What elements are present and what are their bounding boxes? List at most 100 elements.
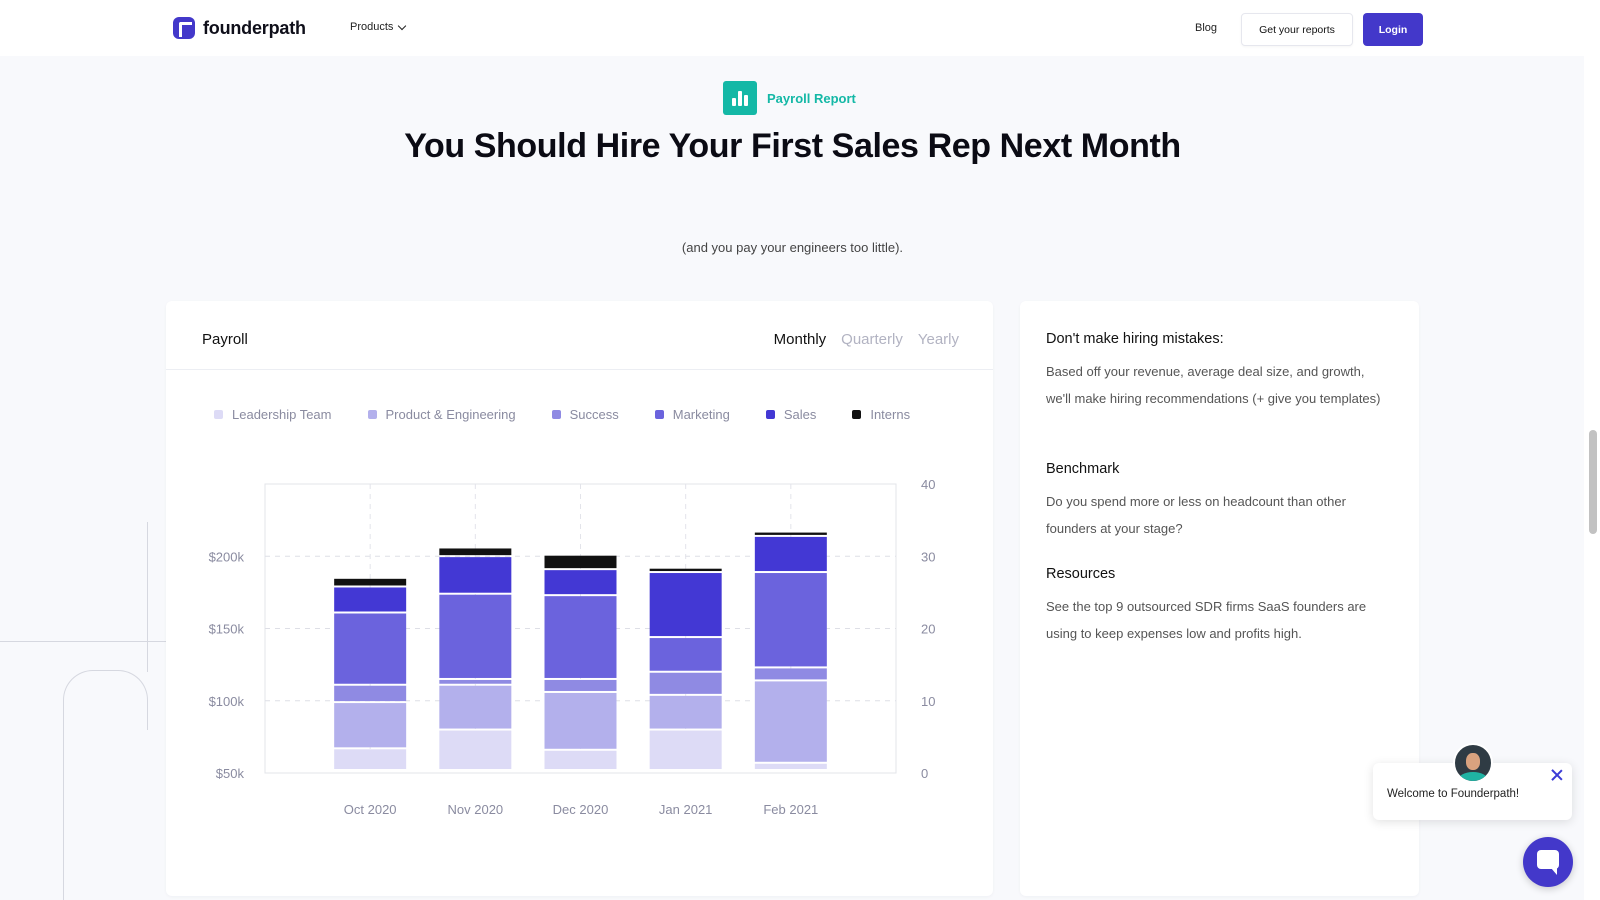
legend-label: Sales — [783, 407, 817, 422]
bar-segment — [649, 638, 722, 671]
legend-item[interactable]: Interns — [852, 407, 910, 422]
bar-segment — [544, 692, 617, 749]
bar-segment — [439, 557, 512, 593]
bar-segment — [649, 573, 722, 637]
chat-welcome-popup[interactable]: Welcome to Founderpath! — [1373, 763, 1572, 820]
page-subtitle: (and you pay your engineers too little). — [681, 240, 904, 255]
tab-yearly[interactable]: Yearly — [917, 331, 959, 348]
legend-swatch — [654, 410, 664, 419]
bar-segment — [334, 587, 407, 612]
section-heading-hiring: Don't make hiring mistakes: — [1046, 331, 1224, 347]
bar-segment — [544, 679, 617, 691]
brand-logo[interactable]: founderpath — [173, 17, 306, 39]
legend-label: Interns — [870, 407, 911, 422]
y-right-tick-label: 40 — [921, 477, 935, 492]
bar-segment — [649, 672, 722, 694]
report-tag: Payroll Report — [723, 81, 856, 115]
bar-segment — [649, 695, 722, 729]
legend-swatch — [765, 410, 775, 419]
bar-segment — [439, 730, 512, 769]
scrollbar-thumb[interactable] — [1589, 430, 1597, 534]
bar-segment — [334, 703, 407, 748]
bar-segment — [649, 730, 722, 769]
chat-welcome-text: Welcome to Founderpath! — [1387, 788, 1520, 800]
brand-name: founderpath — [203, 17, 306, 38]
page-title: You Should Hire Your First Sales Rep Nex… — [404, 127, 1181, 165]
chat-icon — [1537, 850, 1559, 875]
bar-segment — [649, 568, 722, 572]
chat-launcher-button[interactable] — [1523, 837, 1573, 887]
close-icon[interactable] — [1550, 768, 1564, 782]
report-tag-label: Payroll Report — [767, 90, 856, 106]
y-left-tick-label: $50k — [216, 766, 245, 781]
decorative-line — [0, 641, 166, 642]
decorative-curve — [63, 670, 148, 730]
bar-segment — [754, 763, 827, 769]
tab-monthly[interactable]: Monthly — [773, 331, 827, 348]
legend-label: Marketing — [672, 407, 730, 422]
blog-link[interactable]: Blog — [1195, 22, 1218, 34]
legend-item[interactable]: Leadership Team — [214, 407, 332, 422]
bar-segment — [334, 749, 407, 769]
bar-segment — [544, 596, 617, 678]
bar-segment — [544, 750, 617, 769]
x-tick-label: Feb 2021 — [763, 802, 818, 817]
decorative-line — [63, 728, 64, 900]
legend-swatch — [214, 410, 223, 419]
founderpath-logo-icon — [173, 17, 195, 39]
y-right-tick-label: 10 — [921, 694, 935, 709]
y-right-tick-label: 0 — [921, 766, 928, 781]
x-tick-label: Nov 2020 — [448, 802, 504, 817]
chart-card-title: Payroll — [202, 331, 248, 348]
legend-label: Success — [569, 407, 619, 422]
bar-chart-icon — [723, 81, 757, 115]
x-tick-label: Dec 2020 — [553, 802, 609, 817]
section-heading-benchmark: Benchmark — [1046, 461, 1120, 477]
legend-swatch — [551, 410, 561, 419]
products-menu[interactable]: Products — [350, 21, 407, 33]
y-right-tick-label: 20 — [921, 622, 935, 637]
legend-swatch — [367, 410, 377, 419]
bar-segment — [544, 570, 617, 595]
y-right-tick-label: 30 — [921, 549, 935, 564]
legend-item[interactable]: Success — [551, 407, 619, 422]
bar-segment — [754, 681, 827, 762]
chart-card-header: Payroll Monthly Quarterly Yearly — [166, 301, 993, 370]
legend-swatch — [852, 410, 862, 419]
y-left-tick-label: $150k — [209, 622, 245, 637]
bar-segment — [439, 685, 512, 729]
bar-segment — [439, 548, 512, 556]
payroll-stacked-bar-chart: 0 10 20 30 40 $50k $100k $150k $200k Oct 2020 Nov … — [209, 477, 936, 817]
get-reports-button[interactable]: Get your reports — [1241, 13, 1353, 46]
y-left-tick-label: $200k — [209, 549, 245, 564]
bar-segment — [754, 532, 827, 535]
legend-item[interactable]: Marketing — [654, 407, 730, 422]
agent-avatar — [1453, 743, 1493, 783]
decorative-line — [147, 522, 148, 672]
x-tick-label: Jan 2021 — [659, 802, 713, 817]
bar-segment — [754, 573, 827, 667]
chart-legend: Leadership Team Product & Engineering Succ… — [214, 407, 910, 422]
bar-segment — [544, 555, 617, 569]
products-label: Products — [350, 21, 394, 33]
top-navigation: founderpath Products Blog Get your repor… — [0, 0, 1584, 56]
hiring-info-card: Don't make hiring mistakes: Based off yo… — [1020, 301, 1419, 896]
bar-segment — [334, 578, 407, 586]
period-tabs: Monthly Quarterly Yearly — [774, 331, 959, 348]
x-tick-label: Oct 2020 — [344, 802, 397, 817]
legend-item[interactable]: Sales — [765, 407, 817, 422]
login-button[interactable]: Login — [1363, 13, 1423, 46]
tab-quarterly[interactable]: Quarterly — [841, 331, 903, 348]
legend-label: Leadership Team — [232, 407, 332, 422]
section-text-resources: See the top 9 outsourced SDR firms SaaS … — [1046, 599, 1367, 641]
bar-segment — [334, 685, 407, 702]
legend-item[interactable]: Product & Engineering — [367, 407, 516, 422]
bar-segment — [754, 536, 827, 572]
section-heading-resources: Resources — [1046, 566, 1116, 582]
section-text-benchmark: Do you spend more or less on headcount t… — [1046, 494, 1346, 536]
bar-segment — [439, 679, 512, 684]
bar-segment — [334, 613, 407, 684]
legend-label: Product & Engineering — [385, 407, 516, 422]
payroll-chart-card: Payroll Monthly Quarterly Yearly Leaders… — [166, 301, 993, 896]
chevron-down-icon — [398, 21, 407, 30]
